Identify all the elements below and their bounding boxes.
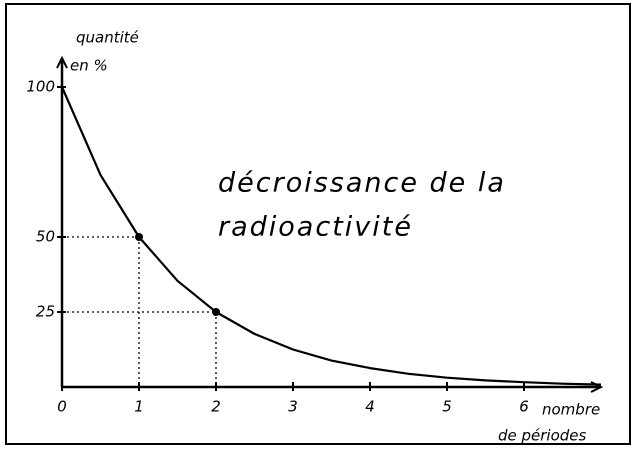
x-tick-label: 4 — [365, 398, 375, 416]
y-tick-label: 25 — [36, 303, 55, 321]
x-tick-label: 3 — [288, 398, 298, 416]
x-tick-label: 1 — [134, 398, 144, 416]
x-tick-label: 6 — [519, 398, 529, 416]
y-arrow — [56, 55, 68, 69]
x-label-line: nombre — [542, 401, 600, 419]
y-label-line: quantité — [76, 29, 139, 47]
chart-title-line: radioactivité — [218, 212, 413, 243]
chart-title-line: décroissance de la — [218, 168, 506, 199]
x-tick-label: 2 — [211, 398, 221, 416]
y-label-line: en % — [70, 57, 108, 75]
x-label-line: de périodes — [498, 427, 587, 445]
y-tick-label: 100 — [26, 78, 55, 96]
y-tick-label: 50 — [36, 228, 55, 246]
x-tick-label: 5 — [442, 398, 452, 416]
frame — [5, 3, 631, 445]
x-tick-label: 0 — [57, 398, 67, 416]
curve — [60, 86, 602, 386]
